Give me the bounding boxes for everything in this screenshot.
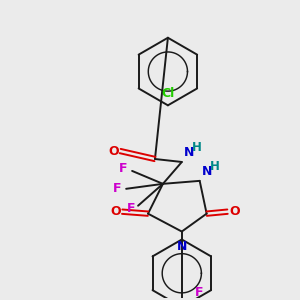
Text: O: O [108,145,119,158]
Text: H: H [192,141,202,154]
Text: N: N [202,165,212,178]
Text: Cl: Cl [161,87,175,100]
Text: N: N [177,241,187,254]
Text: H: H [210,160,220,173]
Text: F: F [127,202,135,215]
Text: F: F [113,182,121,195]
Text: O: O [110,205,121,218]
Text: F: F [195,286,203,299]
Text: O: O [229,205,240,218]
Text: N: N [184,146,194,159]
Text: F: F [118,162,127,176]
